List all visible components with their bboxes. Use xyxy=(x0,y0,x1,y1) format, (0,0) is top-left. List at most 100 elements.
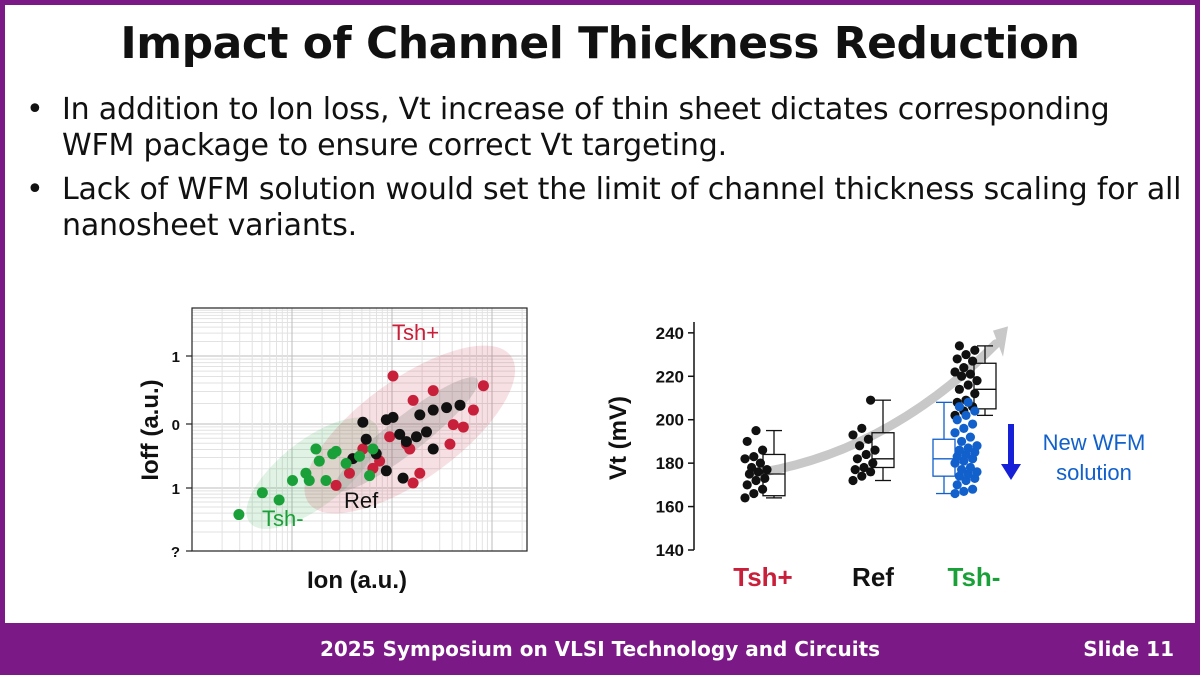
scatter-point-ref xyxy=(380,465,392,477)
box-data-point xyxy=(758,484,768,494)
scatter-point-ref xyxy=(357,416,369,428)
scatter-point-ref xyxy=(394,428,406,440)
box-data-point xyxy=(963,397,973,407)
box-data-point xyxy=(972,441,982,451)
box-data-point xyxy=(965,369,975,379)
box-data-point xyxy=(740,454,750,464)
scatter-point-tsh-minus xyxy=(303,475,315,487)
scatter-y-tick-label: ? xyxy=(171,544,180,561)
bullet-glyph: • xyxy=(26,172,44,207)
scatter-point-ref xyxy=(387,411,399,423)
scatter-point-tsh-minusplus xyxy=(407,394,419,406)
ion-ioff-scatter-chart: 1 0 1? Tsh+ Ref Tsh- Ion (a.u.) Ioff (a.u.… xyxy=(92,298,572,623)
scatter-point-ref xyxy=(427,443,439,455)
scatter-point-tsh-minus xyxy=(354,450,365,462)
wfm-annotation-line1: New WFM xyxy=(1043,430,1146,455)
scatter-point-tsh-minus xyxy=(364,470,376,482)
box-data-point xyxy=(968,484,978,494)
box-data-point xyxy=(753,467,763,477)
box-data-point xyxy=(959,423,969,433)
scatter-y-tick-label: 0 xyxy=(172,417,180,434)
box-data-point xyxy=(963,380,973,390)
box-data-point xyxy=(751,475,761,486)
bullet-glyph: • xyxy=(26,92,44,127)
slide-number: Slide 11 xyxy=(1083,637,1174,661)
trend-arrow-head xyxy=(993,326,1008,357)
scatter-point-tsh-minusplus xyxy=(477,380,489,392)
category-label-tsh-minus: Tsh- xyxy=(948,562,1001,592)
box-data-point xyxy=(950,428,960,438)
box-data-point xyxy=(850,465,860,475)
box-data-point xyxy=(870,445,880,455)
scatter-point-tsh-minusplus xyxy=(444,438,456,450)
box-rect xyxy=(973,362,997,410)
scatter-points xyxy=(233,370,489,521)
scatter-y-tick-label: 1 xyxy=(172,349,180,366)
scatter-point-tsh-minus xyxy=(367,443,379,455)
box-data-point xyxy=(742,436,752,447)
box-data-point xyxy=(957,371,967,381)
scatter-y-label: Ioff (a.u.) xyxy=(137,379,164,480)
box-data-point xyxy=(961,410,971,420)
box-y-ticks: 140 160 180 200 220 240 xyxy=(656,324,694,560)
scatter-point-ref xyxy=(414,409,426,421)
box-data-point xyxy=(740,493,750,503)
wfm-annotation-line2: solution xyxy=(1056,460,1132,485)
box-data-point xyxy=(848,475,858,486)
scatter-point-tsh-minus xyxy=(233,509,245,521)
wfm-arrow-head xyxy=(1001,464,1021,480)
box-data-point xyxy=(758,445,768,455)
scatter-point-tsh-minusplus xyxy=(343,467,355,479)
scatter-point-tsh-minus xyxy=(287,475,298,487)
box-data-point xyxy=(950,488,960,499)
box-data-point xyxy=(970,389,980,399)
box-data-point xyxy=(963,443,973,453)
bullet-list: • In addition to Ion loss, Vt increase o… xyxy=(22,92,1182,252)
scatter-point-ref xyxy=(410,431,422,443)
scatter-point-tsh-minusplus xyxy=(384,431,396,443)
box-data-point xyxy=(952,415,962,425)
box-data-point xyxy=(954,402,964,412)
scatter-x-label: Ion (a.u.) xyxy=(307,567,407,594)
box-data-point xyxy=(751,425,761,436)
scatter-point-tsh-minusplus xyxy=(330,479,342,491)
scatter-point-tsh-minus xyxy=(320,475,332,487)
category-label-ref: Ref xyxy=(852,562,894,592)
box-y-tick-label: 160 xyxy=(656,498,684,517)
box-data-point xyxy=(970,345,980,355)
box-data-point xyxy=(959,363,969,373)
box-data-point xyxy=(762,465,772,475)
box-data-point xyxy=(968,356,978,366)
scatter-point-tsh-minusplus xyxy=(414,467,426,479)
scatter-point-tsh-minus xyxy=(310,443,322,455)
scatter-point-tsh-minusplus xyxy=(407,477,419,489)
box-data-point xyxy=(755,458,765,468)
box-data-point xyxy=(957,465,967,475)
box-data-point xyxy=(857,423,867,433)
box-data-point xyxy=(952,480,962,490)
scatter-point-ref xyxy=(421,426,432,438)
scatter-point-tsh-minus xyxy=(256,487,268,499)
scatter-point-tsh-minusplus xyxy=(457,421,469,433)
box-data-point xyxy=(749,452,759,462)
box-y-label: Vt (mV) xyxy=(605,396,632,480)
footer-conference: 2025 Symposium on VLSI Technology and Ci… xyxy=(319,637,881,661)
scatter-point-ref xyxy=(360,433,372,445)
box-data-point xyxy=(855,441,865,451)
box-data-point xyxy=(868,458,878,468)
box-data-point xyxy=(972,376,982,386)
box-y-tick-label: 200 xyxy=(656,411,684,430)
box-data-point xyxy=(968,419,978,429)
scatter-grid xyxy=(191,308,527,552)
scatter-plot-frame xyxy=(191,307,528,552)
scatter-point-tsh-minus xyxy=(340,458,352,470)
scatter-point-tsh-minusplus xyxy=(387,370,399,382)
box-data-point xyxy=(747,462,757,473)
slide-title: Impact of Channel Thickness Reduction xyxy=(120,18,1080,69)
wfm-arrow-shaft xyxy=(1008,424,1014,468)
scatter-point-ref xyxy=(427,404,439,416)
scatter-point-tsh-minusplus xyxy=(447,419,459,431)
box-data-point xyxy=(848,430,858,440)
box-y-tick-label: 140 xyxy=(656,541,684,560)
box-y-tick-label: 240 xyxy=(656,324,684,343)
